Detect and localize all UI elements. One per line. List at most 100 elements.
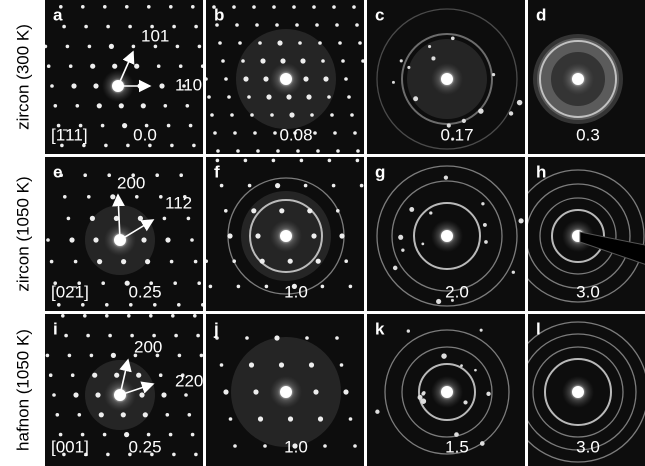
central-spot [280, 386, 292, 398]
spot [143, 412, 148, 417]
spot [347, 95, 351, 99]
spot [300, 159, 304, 163]
spot [418, 395, 423, 400]
spot [318, 416, 323, 421]
spot [292, 5, 296, 9]
spot [193, 314, 197, 318]
spot [54, 104, 58, 108]
spot [186, 104, 190, 108]
spot [462, 119, 466, 123]
spot [335, 336, 339, 340]
central-spot [572, 73, 584, 85]
panel-letter: h [536, 162, 546, 181]
spot [276, 149, 280, 153]
spot [177, 303, 181, 307]
spot [92, 373, 97, 378]
spot [401, 248, 404, 251]
spot [300, 58, 305, 63]
spot [512, 271, 515, 274]
spot [169, 5, 173, 9]
miller-index: 200 [117, 173, 145, 192]
panel-letter: i [53, 319, 58, 338]
spot [288, 416, 293, 421]
spot [307, 208, 312, 213]
spot [110, 194, 115, 199]
spot [99, 412, 104, 417]
spot [62, 25, 66, 29]
spot [235, 23, 239, 27]
spot [179, 64, 183, 68]
spot [263, 444, 267, 448]
spot [318, 41, 322, 45]
panel: j1.0 [206, 314, 364, 466]
spot [332, 5, 336, 9]
spot [310, 113, 314, 117]
panel-letter: k [375, 319, 385, 338]
spot [323, 444, 327, 448]
panel-letter: d [536, 5, 546, 24]
spot [492, 73, 495, 76]
spot [444, 175, 448, 179]
spot [132, 45, 136, 49]
spot [400, 59, 403, 62]
spot [69, 237, 74, 242]
panel: b0.08 [204, 0, 365, 154]
spot [236, 149, 240, 153]
spot [393, 266, 398, 271]
central-spot [572, 386, 584, 398]
spot [263, 76, 268, 81]
spot [200, 354, 204, 358]
miller-index: 112 [165, 193, 192, 212]
central-spot [441, 230, 453, 242]
spot [375, 410, 379, 414]
central-spot [441, 386, 453, 398]
spot [233, 131, 237, 135]
spot [50, 260, 54, 264]
spot [78, 413, 82, 417]
panel: h 3.0 [512, 157, 645, 311]
spot [141, 237, 146, 242]
spot [277, 40, 282, 45]
spot [147, 433, 151, 437]
spot [46, 354, 50, 358]
spot [321, 285, 325, 289]
spot [436, 299, 441, 304]
spot [517, 100, 523, 106]
spot [147, 5, 151, 9]
row-label: zircon (1050 K) [13, 176, 32, 291]
spot [121, 259, 126, 264]
spot [327, 95, 331, 99]
spot [272, 5, 276, 9]
spot [221, 59, 225, 63]
spot [127, 314, 131, 318]
spot [61, 314, 65, 318]
spot [298, 41, 302, 45]
spot [106, 453, 110, 457]
panel: k1.5 [367, 314, 525, 466]
panel-letter: b [214, 5, 224, 24]
spot [260, 58, 265, 63]
spot [312, 5, 316, 9]
spot [349, 285, 353, 289]
spot [355, 23, 359, 27]
spot [286, 94, 291, 99]
spot [52, 393, 56, 397]
spot [179, 173, 183, 177]
spot [220, 184, 224, 188]
spot [253, 131, 257, 135]
panel-value: 0.0 [133, 125, 157, 144]
row-label: hafnon (1050 K) [13, 329, 32, 451]
spot [107, 173, 111, 177]
panel-value: 3.0 [576, 282, 600, 301]
spot [69, 64, 73, 68]
spot [237, 285, 241, 289]
spot [358, 41, 362, 45]
spot [323, 76, 328, 81]
spot [81, 433, 85, 437]
spot [474, 369, 477, 372]
spot [273, 131, 277, 135]
spot [272, 159, 276, 163]
spot [178, 354, 182, 358]
spot [138, 216, 143, 221]
